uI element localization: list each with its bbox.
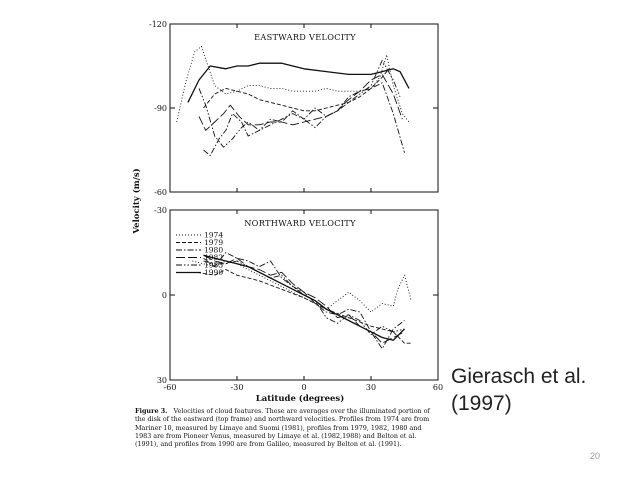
bottom-series-1974 [192, 260, 412, 313]
bottom-series-1982 [203, 254, 405, 344]
top-series-group [176, 45, 410, 157]
top-axis-ticks: -120 -90 -60 [149, 20, 439, 197]
caption-text: Velocities of cloud features. These are … [135, 407, 430, 449]
legend-label-1974: 1974 [204, 231, 223, 240]
y-axis-label: Velocity (m/s) [131, 168, 142, 234]
top-ytick-label: -120 [149, 20, 167, 29]
legend-label-1990: 1990 [204, 268, 223, 277]
top-series-1983 [198, 59, 401, 148]
bottom-axis-ticks: 30 0 -30 -60 -30 0 30 60 [154, 206, 443, 392]
top-panel-title: EASTWARD VELOCITY [254, 32, 356, 42]
citation-line-2: (1997) [451, 392, 512, 415]
xtick-label: 30 [366, 383, 376, 392]
top-plot-frame [169, 23, 439, 193]
bottom-ytick-label: 30 [157, 376, 167, 385]
citation-line-1: Gierasch et al. [451, 365, 587, 388]
legend-label-1982: 1982 [204, 253, 223, 262]
figure-caption: Figure 3. Velocities of cloud features. … [135, 407, 435, 448]
top-series-1979 [203, 68, 390, 112]
bottom-series-group [192, 252, 412, 350]
legend-label-1983: 1983 [204, 261, 223, 270]
bottom-ytick-label: 0 [162, 291, 167, 300]
bottom-series-1990 [203, 254, 405, 341]
legend-label-1979: 1979 [204, 238, 223, 247]
xtick-label: -30 [231, 383, 244, 392]
top-series-1990 [187, 62, 410, 103]
top-ytick-label: -60 [154, 188, 167, 197]
caption-lead: Figure 3. [135, 407, 168, 415]
citation: Gierasch et al. (1997) [451, 363, 586, 417]
bottom-panel-title: NORTHWARD VELOCITY [244, 218, 356, 228]
page-number: 20 [590, 451, 601, 461]
top-ytick-label: -90 [154, 104, 167, 113]
legend-label-1980: 1980 [204, 246, 223, 255]
xtick-label: -60 [164, 383, 177, 392]
top-series-1980 [203, 82, 405, 157]
x-axis-label: Latitude (degrees) [256, 393, 344, 404]
top-series-1982 [198, 73, 403, 131]
bottom-series-1980 [203, 252, 405, 350]
xtick-label: 60 [433, 383, 443, 392]
bottom-series-1979 [196, 269, 412, 344]
bottom-ytick-label: -30 [154, 206, 167, 215]
xtick-label: 0 [301, 383, 306, 392]
